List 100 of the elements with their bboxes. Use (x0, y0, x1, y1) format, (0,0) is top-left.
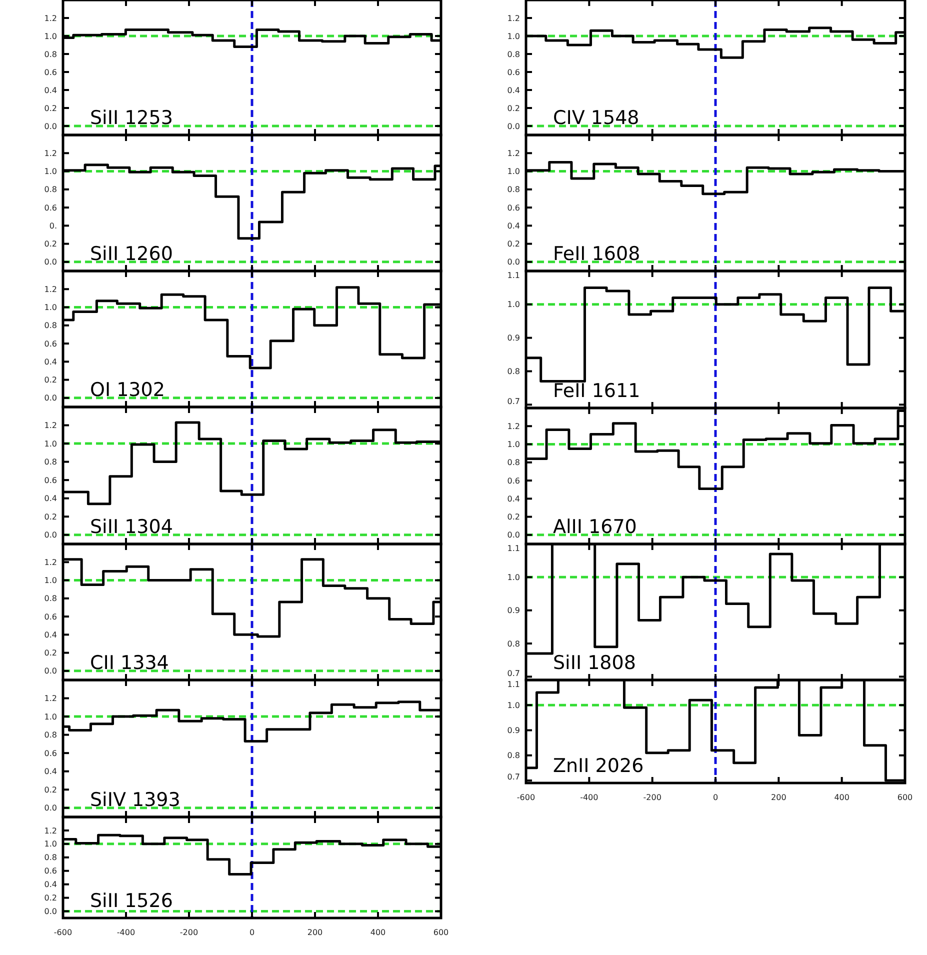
y-tick-label: 0.6 (507, 203, 520, 212)
text: FeII 1608 (553, 243, 640, 265)
y-tick-label: 0.8 (507, 50, 520, 59)
y-tick-label: 1.0 (44, 840, 57, 849)
x-tick-label: 200 (307, 928, 323, 937)
y-tick-label: 1.2 (44, 148, 57, 158)
y-tick-label: 0.8 (44, 458, 57, 467)
y-tick-label: 1.2 (44, 694, 57, 704)
y-tick-label: 0.2 (44, 376, 57, 385)
y-tick-label: 1.0 (507, 32, 520, 41)
y-tick-label: 0.0 (507, 122, 520, 131)
y-tick-label: 0.0 (44, 666, 57, 676)
y-tick-label: 0.6 (507, 476, 520, 486)
text: OI 1302 (90, 379, 165, 401)
text: AlII 1670 (553, 516, 637, 538)
y-tick-label: 0.4 (44, 357, 57, 366)
y-tick-label: 0.6 (44, 339, 57, 348)
y-tick-label: 0.8 (44, 185, 57, 194)
x-tick-label: -600 (54, 928, 72, 937)
text: CII 1334 (90, 652, 169, 674)
y-tick-label: 0.8 (44, 594, 57, 604)
y-tick-label: 0.4 (507, 494, 520, 504)
y-tick-label: 1.0 (44, 303, 57, 312)
y-tick-label: 0.8 (507, 185, 520, 194)
y-tick-label: 1.0 (44, 712, 57, 722)
y-tick-label: 0.7 (507, 772, 520, 782)
y-tick-label: 1.2 (44, 826, 57, 836)
y-tick-label: 0.2 (44, 785, 57, 794)
y-tick-label: 0. (49, 221, 57, 230)
y-tick-label: 0.2 (507, 240, 520, 249)
text: SiII 1808 (553, 652, 636, 674)
y-tick-label: 0.0 (507, 530, 520, 540)
y-tick-label: 1.0 (44, 439, 57, 448)
y-tick-label: 0.0 (44, 907, 57, 916)
y-tick-label: 0.2 (507, 512, 520, 522)
y-tick-label: 0.6 (44, 866, 57, 876)
y-tick-label: 0.6 (44, 748, 57, 758)
y-tick-label: 1.0 (44, 576, 57, 586)
y-tick-label: 0.6 (507, 68, 520, 77)
y-tick-label: 0.8 (44, 321, 57, 330)
y-tick-label: 1.0 (44, 32, 57, 41)
x-tick-label: 400 (370, 928, 386, 937)
text: SiII 1253 (90, 107, 173, 129)
y-tick-label: 0.4 (44, 767, 57, 776)
y-tick-label: 0.8 (507, 367, 520, 376)
x-tick-label: -200 (180, 928, 198, 937)
y-tick-label: 0.4 (44, 86, 57, 95)
y-tick-label: 0.7 (507, 396, 520, 406)
y-tick-label: 0.0 (44, 122, 57, 131)
x-tick-label: -200 (643, 793, 662, 802)
y-tick-label: 0.6 (44, 203, 57, 212)
y-tick-label: 0.6 (44, 68, 57, 77)
y-tick-label: 0.9 (507, 334, 520, 343)
y-tick-label: 1.0 (507, 167, 520, 176)
x-tick-label: 0 (712, 793, 718, 802)
y-tick-label: 0.2 (44, 648, 57, 658)
y-tick-label: 0.9 (507, 606, 520, 616)
y-tick-label: 0.9 (507, 726, 520, 736)
y-tick-label: 0.2 (44, 240, 57, 249)
y-tick-label: 1.2 (507, 148, 520, 158)
y-tick-label: 0.0 (507, 258, 520, 267)
y-tick-label: 1.0 (507, 572, 520, 582)
y-tick-label: 0.0 (44, 394, 57, 403)
x-tick-label: 600 (433, 928, 449, 937)
y-tick-label: 0.0 (44, 530, 57, 540)
x-tick-label: -600 (516, 793, 536, 802)
text: SiII 1526 (90, 890, 173, 912)
y-tick-label: 0.4 (44, 880, 57, 890)
x-tick-label: 200 (771, 793, 786, 802)
y-tick-label: 0.4 (44, 494, 57, 504)
y-tick-label: 0.8 (507, 751, 520, 760)
text: SiII 1304 (90, 516, 173, 538)
y-tick-label: 0.4 (44, 630, 57, 640)
y-tick-label: 0.2 (44, 894, 57, 903)
y-tick-label: 0.6 (44, 476, 57, 485)
y-tick-label: 1.2 (44, 558, 57, 567)
y-tick-label: 1.0 (44, 167, 57, 176)
y-tick-label: 0.8 (507, 639, 520, 648)
y-tick-label: 0.8 (44, 730, 57, 740)
y-tick-label: 0.8 (44, 853, 57, 862)
y-tick-label: 0.7 (507, 668, 520, 678)
x-tick-label: -400 (580, 793, 598, 802)
y-tick-label: 1.1 (507, 270, 520, 280)
y-tick-label: 0.6 (44, 612, 57, 622)
y-tick-label: 0.2 (44, 104, 57, 113)
y-tick-label: 0.2 (44, 512, 57, 522)
text: CIV 1548 (553, 107, 640, 129)
text: SiIV 1393 (90, 789, 180, 811)
text: ZnII 2026 (553, 755, 644, 777)
text: SiII 1260 (90, 243, 173, 265)
y-tick-label: 1.0 (507, 700, 520, 710)
y-tick-label: 1.2 (507, 14, 520, 23)
x-tick-label: 400 (834, 793, 850, 802)
y-tick-label: 0.4 (507, 221, 520, 230)
y-tick-label: 0.2 (507, 104, 520, 113)
y-tick-label: 0.0 (44, 258, 57, 267)
y-tick-label: 1.2 (44, 14, 57, 23)
text: FeII 1611 (553, 380, 640, 402)
x-tick-label: 0 (249, 928, 255, 937)
y-tick-label: 0.8 (44, 50, 57, 59)
